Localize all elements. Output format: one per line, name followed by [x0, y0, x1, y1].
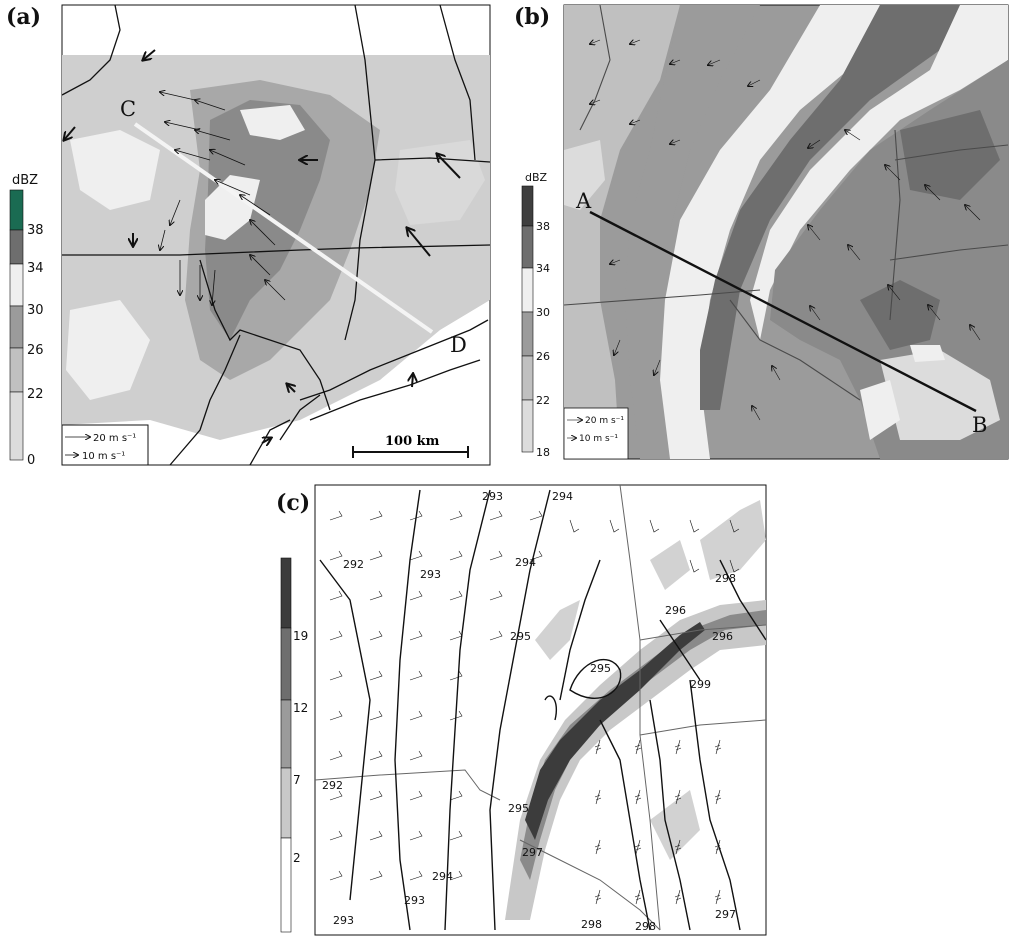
contour-label: 296	[665, 604, 686, 617]
panel-a-point-start: C	[120, 97, 136, 121]
panel-a-legend-10: 10 m s⁻¹	[82, 451, 125, 462]
panel-c-tick-12: 12	[293, 701, 308, 715]
panel-c-colorbar: 19 12 7 2	[280, 557, 308, 933]
panel-b-colorbar-title: dBZ	[525, 171, 548, 184]
contour-label: 294	[515, 556, 536, 569]
panel-c-tick-2: 2	[293, 851, 301, 865]
panel-a-colorbar: dBZ 38 34 30 26 22 0	[9, 173, 44, 468]
panel-b-label: (b)	[514, 4, 550, 30]
contour-label: 297	[715, 908, 736, 921]
contour-label: 292	[322, 779, 343, 792]
panel-b: (b) A B	[514, 4, 1009, 460]
panel-a-bold-arrows	[64, 49, 461, 443]
panel-b-tick-18: 18	[536, 446, 550, 459]
panel-b-tick-38: 38	[536, 220, 550, 233]
contour-label: 296	[712, 630, 733, 643]
panel-a-vector-legend: 20 m s⁻¹ 10 m s⁻¹	[61, 424, 149, 466]
panel-b-boundaries	[563, 4, 1009, 401]
panel-a-scale-bar: 100 km	[352, 434, 469, 458]
panel-b-point-start: A	[575, 189, 592, 213]
contour-label: 298	[715, 572, 736, 585]
panel-b-tick-26: 26	[536, 350, 550, 363]
contour-label: 293	[482, 490, 503, 503]
panel-b-cross-section-line	[589, 210, 977, 413]
panel-b-tick-22: 22	[536, 394, 550, 407]
panel-a-cross-section-line	[133, 122, 434, 334]
panel-a-wind-vectors	[160, 92, 286, 305]
panel-b-vector-legend: 20 m s⁻¹ 10 m s⁻¹	[563, 407, 629, 460]
panel-b-reflectivity-field	[564, 5, 1008, 459]
contour-label: 297	[522, 846, 543, 859]
panel-a-point-end: D	[450, 333, 467, 357]
panel-c-contour-labels: 292 293 293 294 294 295 295 296 296 298 …	[322, 490, 736, 933]
panel-a-colorbar-title: dBZ	[12, 173, 38, 188]
panel-b-wind-vectors	[590, 40, 981, 421]
panel-c-shaded-field	[505, 500, 766, 920]
panel-a-tick-0: 0	[27, 453, 35, 468]
panel-c-wind-barbs	[329, 510, 740, 905]
panel-c-label: (c)	[276, 490, 310, 516]
panel-c-tick-7: 7	[293, 773, 301, 787]
contour-label: 298	[635, 920, 656, 933]
panel-c-tick-19: 19	[293, 629, 308, 643]
panel-b-tick-30: 30	[536, 306, 550, 319]
panel-a: (a) C D	[6, 4, 491, 468]
contour-label: 293	[333, 914, 354, 927]
panel-c-isotherms	[319, 489, 767, 931]
contour-label: 295	[508, 802, 529, 815]
panel-a-reflectivity-field	[62, 55, 490, 440]
panel-b-legend-10: 10 m s⁻¹	[579, 434, 618, 444]
contour-label: 294	[432, 870, 453, 883]
contour-label: 294	[552, 490, 573, 503]
contour-label: 293	[404, 894, 425, 907]
panel-a-scale-bar-label: 100 km	[385, 434, 440, 449]
panel-a-label: (a)	[6, 4, 41, 30]
contour-label: 298	[581, 918, 602, 931]
panel-b-point-end: B	[972, 413, 987, 437]
panel-b-colorbar: dBZ 38 34 30 26 22 18	[521, 171, 550, 459]
panel-a-tick-22: 22	[27, 387, 44, 402]
panel-b-legend-20: 20 m s⁻¹	[585, 416, 624, 426]
panel-a-tick-38: 38	[27, 223, 44, 238]
panel-a-tick-30: 30	[27, 303, 44, 318]
contour-label: 295	[590, 662, 611, 675]
panel-a-tick-34: 34	[27, 261, 44, 276]
contour-label: 299	[690, 678, 711, 691]
panel-a-tick-26: 26	[27, 343, 44, 358]
panel-c: (c)	[276, 484, 767, 936]
panel-b-tick-34: 34	[536, 262, 550, 275]
panel-a-legend-20: 20 m s⁻¹	[93, 433, 136, 444]
panel-a-boundaries	[61, 4, 491, 466]
contour-label: 295	[510, 630, 531, 643]
contour-label: 293	[420, 568, 441, 581]
contour-label: 292	[343, 558, 364, 571]
